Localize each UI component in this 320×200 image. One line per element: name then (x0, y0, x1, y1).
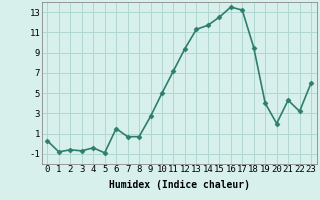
X-axis label: Humidex (Indice chaleur): Humidex (Indice chaleur) (109, 180, 250, 190)
